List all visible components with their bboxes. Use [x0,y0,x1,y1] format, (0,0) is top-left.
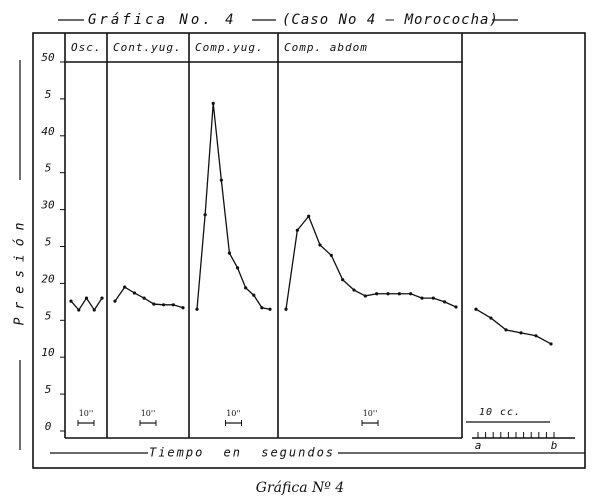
y-tick-label: 5 [45,88,52,101]
y-tick-label: 5 [45,236,52,249]
series-line [196,103,271,310]
data-point [431,296,435,300]
chart-title: Gráfica No. 4 [88,12,237,28]
data-point [195,307,199,311]
data-point [295,228,299,232]
y-tick-label: 30 [40,199,55,212]
data-point [352,288,356,292]
series-line [475,308,552,345]
data-point [142,296,146,300]
panel-header: Osc. [71,41,102,54]
time-mark: 10'' [226,409,241,418]
data-point [132,291,137,295]
data-point [307,214,311,218]
data-point [474,307,478,311]
data-point [375,292,379,296]
data-point [454,305,458,309]
data-point [504,328,508,332]
data-point [252,293,256,297]
volume-end: a [475,439,482,452]
y-tick-label: 40 [41,125,55,138]
data-point [260,306,264,310]
data-point [171,303,175,307]
data-point [318,243,322,247]
data-point [363,294,367,298]
data-point [534,334,538,338]
chart-subtitle: (Caso No 4 — Morococha) [282,12,499,28]
data-point [549,342,553,346]
data-point [181,306,185,310]
volume-mark: 10 cc. [479,407,521,418]
data-point [329,253,333,257]
caption: Gráfica Nº 4 [256,480,344,496]
volume-end: b [551,439,558,452]
data-point [489,316,493,320]
data-point [284,307,288,311]
data-point [161,303,166,307]
data-point [244,286,248,290]
data-point [77,308,81,312]
data-point [420,296,424,300]
y-tick-label: 50 [41,51,55,64]
y-tick-label: 10 [41,346,55,359]
data-point [519,331,523,335]
panel-header: Cont.yug. [113,41,182,54]
data-point [227,251,232,255]
data-point [203,213,207,217]
data-point [397,292,401,296]
panel-header: Comp.yug. [195,41,264,54]
data-point [84,296,89,300]
time-mark: 10'' [363,409,378,418]
y-tick-label: 20 [41,272,55,285]
data-point [69,299,73,303]
time-mark: 10'' [79,409,94,418]
y-tick-label: 0 [45,420,52,433]
data-point [92,308,96,312]
y-tick-label: 5 [45,309,52,322]
data-point [211,101,215,105]
y-tick-label: 5 [45,162,52,175]
data-point [100,296,104,300]
series-line [285,214,457,310]
y-tick-label: 5 [45,383,52,396]
data-point [386,292,390,296]
data-point [268,307,272,311]
panel-header: Comp. abdom [284,41,368,54]
data-point [152,302,156,306]
data-point [235,266,240,270]
series-line [114,286,184,309]
data-point [341,278,345,282]
frame [32,32,586,469]
time-mark: 10'' [141,409,156,418]
data-point [409,292,413,296]
x-axis-label: Tiempo en segundos [149,446,335,460]
data-point [123,285,127,289]
data-point [443,300,447,304]
y-axis-label: Presión [13,215,28,326]
data-point [113,299,117,303]
data-point [219,178,223,182]
